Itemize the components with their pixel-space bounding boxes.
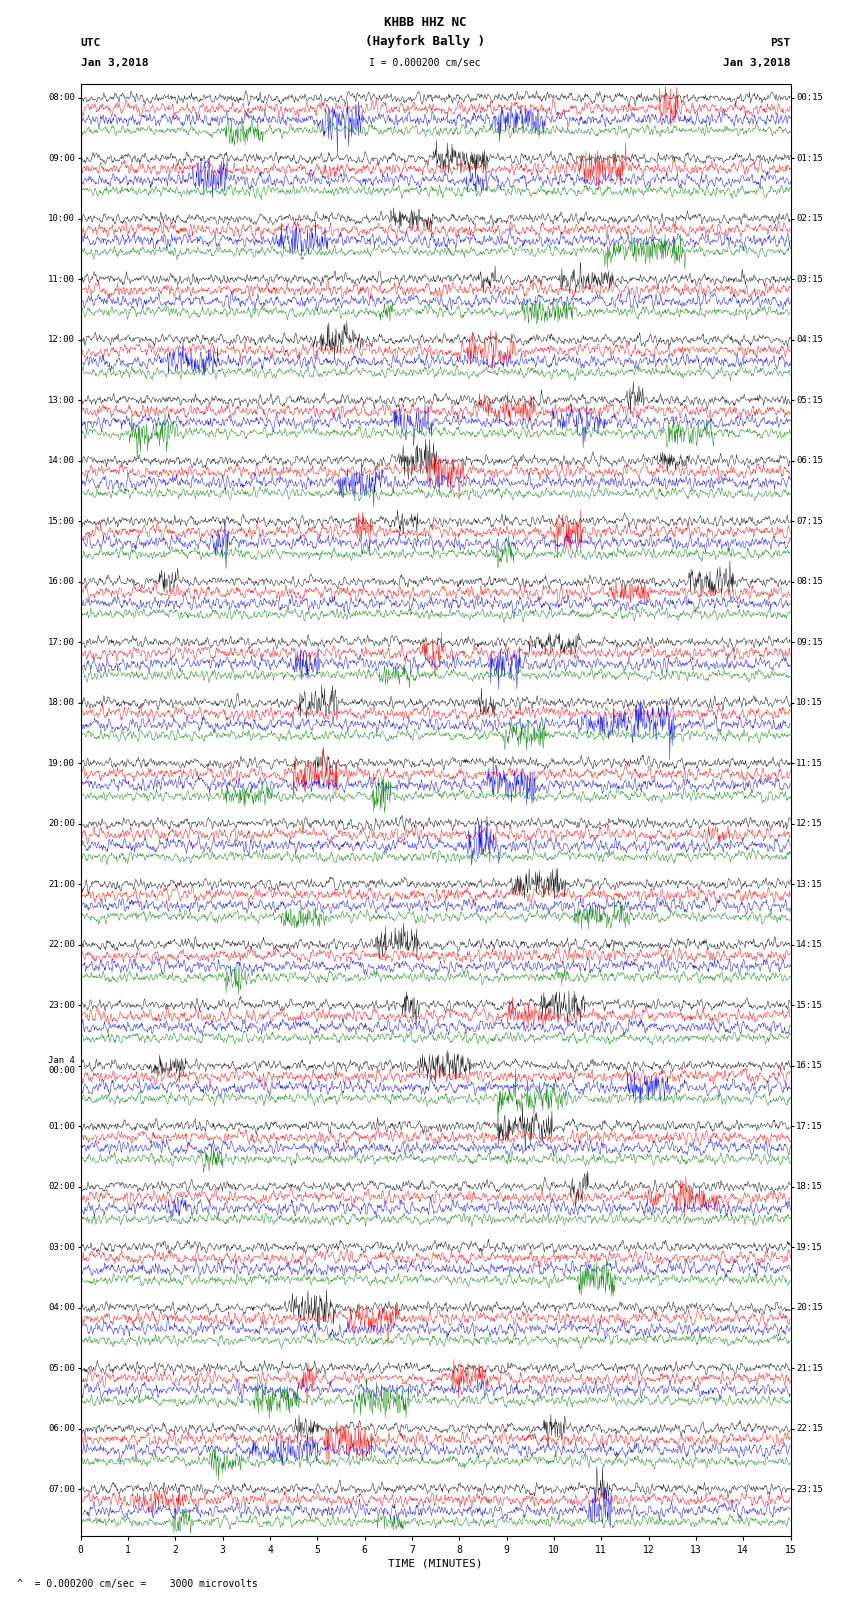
Text: PST: PST	[770, 39, 790, 48]
Text: I = 0.000200 cm/sec: I = 0.000200 cm/sec	[369, 58, 481, 68]
Text: Jan 3,2018: Jan 3,2018	[81, 58, 148, 68]
X-axis label: TIME (MINUTES): TIME (MINUTES)	[388, 1558, 483, 1569]
Text: (Hayfork Bally ): (Hayfork Bally )	[365, 35, 485, 48]
Text: KHBB HHZ NC: KHBB HHZ NC	[383, 16, 467, 29]
Text: ^  = 0.000200 cm/sec =    3000 microvolts: ^ = 0.000200 cm/sec = 3000 microvolts	[17, 1579, 258, 1589]
Text: Jan 3,2018: Jan 3,2018	[723, 58, 791, 68]
Text: UTC: UTC	[81, 39, 101, 48]
